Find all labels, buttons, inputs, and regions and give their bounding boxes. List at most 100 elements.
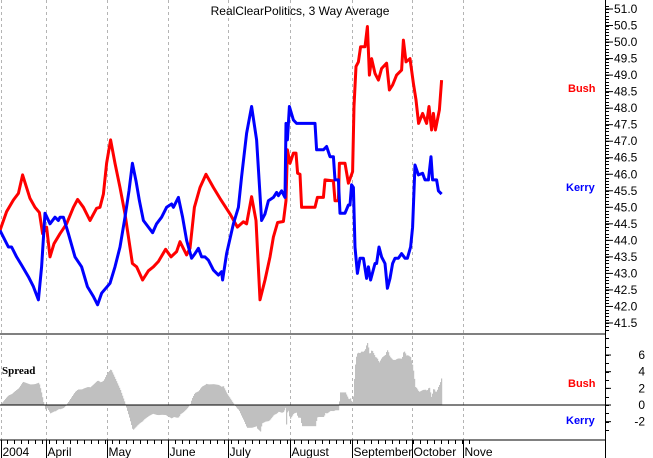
- spread-bar: [31, 384, 33, 405]
- spread-bar: [167, 405, 169, 417]
- spread-bar: [76, 390, 78, 405]
- spread-bar: [303, 405, 305, 427]
- spread-bar: [266, 405, 268, 422]
- spread-bar: [22, 382, 24, 405]
- spread-bar: [200, 388, 202, 405]
- kerry-line: [0, 105, 443, 307]
- spread-bar: [126, 405, 128, 408]
- spread-bar: [281, 405, 283, 413]
- spread-bar: [431, 396, 433, 405]
- spread-bar: [195, 392, 197, 405]
- spread-bar: [85, 387, 87, 405]
- spread-bar: [135, 405, 137, 428]
- spread-bar: [222, 386, 224, 405]
- spread-bar: [310, 405, 312, 427]
- spread-bar: [345, 392, 347, 405]
- spread-bar: [297, 405, 299, 416]
- spread-bar: [79, 389, 81, 405]
- spread-bar: [181, 405, 183, 414]
- spread-bar: [177, 405, 179, 418]
- spread-bar: [307, 405, 309, 427]
- spread-bar: [236, 405, 238, 408]
- spread-bar: [408, 355, 410, 405]
- spread-bar: [55, 405, 57, 412]
- spread-bar: [122, 395, 124, 405]
- spread-bar: [213, 384, 215, 405]
- spread-bar: [197, 391, 199, 405]
- spread-bar: [151, 405, 153, 415]
- spread-bar: [348, 398, 350, 405]
- spread-bar: [259, 405, 261, 431]
- spread-bar: [10, 394, 12, 405]
- spread-bar: [185, 405, 187, 411]
- x-tick-label: July: [230, 445, 251, 458]
- spread-bar: [30, 384, 32, 405]
- series-lines: [0, 25, 444, 307]
- spread-bar: [184, 405, 186, 412]
- spread-bar: [252, 405, 254, 428]
- spread-bar: [323, 405, 325, 417]
- spread-bar: [43, 402, 45, 405]
- spread-bar: [14, 391, 16, 405]
- spread-bar: [387, 350, 389, 405]
- spread-bar: [155, 405, 157, 415]
- spread-bar: [292, 405, 294, 416]
- spread-bar: [28, 383, 30, 405]
- spread-bar: [42, 397, 44, 405]
- legend-kerry: Kerry: [566, 182, 596, 194]
- spread-bar: [67, 403, 69, 405]
- spread-bar: [280, 405, 282, 413]
- spread-bar: [317, 405, 319, 418]
- x-tick-label: October: [414, 445, 457, 458]
- spread-bar: [36, 383, 38, 405]
- spread-bar: [393, 359, 395, 405]
- spread-bar: [110, 369, 112, 405]
- spread-bar: [327, 405, 329, 414]
- spread-bar: [325, 405, 327, 413]
- spread-tick-label: 0: [638, 398, 645, 412]
- spread-bar: [123, 398, 125, 405]
- spread-bar: [171, 405, 173, 419]
- x-tick-label: Nove: [465, 445, 493, 458]
- spread-bar: [351, 400, 353, 405]
- spread-axis: 6 4 2 0 -2: [606, 338, 645, 431]
- spread-bar: [216, 384, 218, 405]
- spread-bar: [392, 359, 394, 405]
- spread-bar: [239, 405, 241, 412]
- spread-bar: [220, 386, 222, 405]
- spread-bar: [77, 390, 79, 405]
- spread-bush-label: Bush: [568, 378, 596, 390]
- spread-bar: [388, 352, 390, 405]
- spread-bar: [338, 405, 340, 411]
- spread-bar: [46, 405, 48, 409]
- y-tick-label: 47.5: [614, 118, 638, 132]
- spread-bar: [372, 350, 374, 405]
- spread-bar: [182, 405, 184, 413]
- spread-bar: [211, 384, 213, 405]
- spread-bar: [224, 388, 226, 405]
- spread-bar: [102, 381, 104, 405]
- spread-bar: [291, 405, 293, 418]
- spread-bar: [313, 405, 315, 427]
- spread-bar: [391, 358, 393, 405]
- spread-bar: [352, 401, 354, 405]
- spread-bar: [58, 405, 60, 410]
- spread-bar: [98, 380, 100, 405]
- spread-bar: [45, 405, 47, 410]
- spread-bar: [282, 405, 284, 413]
- spread-bar: [277, 405, 279, 413]
- x-tick-label: September: [354, 445, 413, 458]
- spread-bar: [434, 389, 436, 405]
- spread-label: Spread: [2, 365, 35, 377]
- spread-bar: [194, 393, 196, 405]
- spread-bar: [89, 387, 91, 405]
- spread-bar: [284, 405, 286, 411]
- spread-bar: [115, 378, 117, 405]
- spread-bar: [375, 357, 377, 405]
- y-tick-label: 48.0: [614, 101, 638, 115]
- spread-bar: [263, 405, 265, 423]
- spread-bar: [428, 388, 430, 405]
- spread-bar: [63, 405, 65, 409]
- legend-bush: Bush: [568, 83, 596, 95]
- spread-bar: [324, 405, 326, 416]
